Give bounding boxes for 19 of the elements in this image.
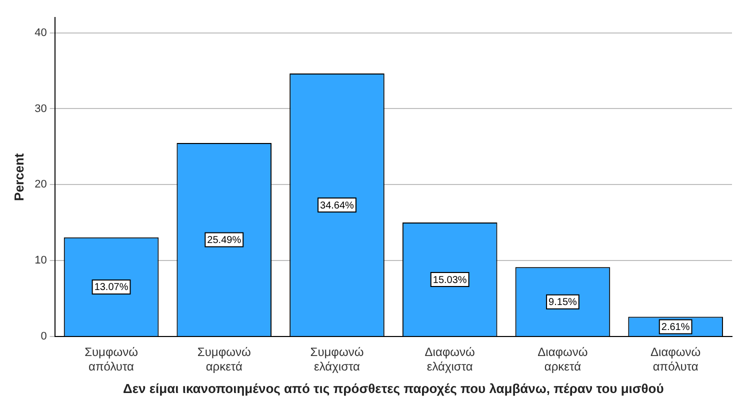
y-tick-label: 10 [34,254,47,267]
data-label: 25.49% [207,235,242,246]
data-label: 15.03% [432,274,467,286]
x-tick-label: Συμφωνώ ελάχιστα [310,345,364,374]
data-label: 13.07% [94,282,128,294]
data-label: 34.64% [320,200,354,212]
x-tick-label: Συμφωνώ αρκετά [197,345,251,374]
y-tick-label: 30 [34,102,47,115]
y-tick-label: 40 [34,26,47,39]
data-label: 9.15% [548,297,577,308]
x-axis-title: Δεν είμαι ικανοποιημένος από τις πρόσθετες παροχές που λαμβάνω, πέραν του μισθού [123,380,664,396]
x-tick-label: Διαφωνώ απόλυτα [650,345,701,374]
y-axis-title: Percent [11,152,26,201]
y-tick-label: 0 [40,330,47,343]
data-label: 2.61% [661,322,690,333]
x-tick-label: Συμφωνώ απόλυτα [84,345,138,374]
x-tick-label: Διαφωνώ ελάχιστα [424,345,475,374]
y-tick-label: 20 [34,178,47,191]
x-tick-label: Διαφωνώ αρκετά [538,345,588,374]
